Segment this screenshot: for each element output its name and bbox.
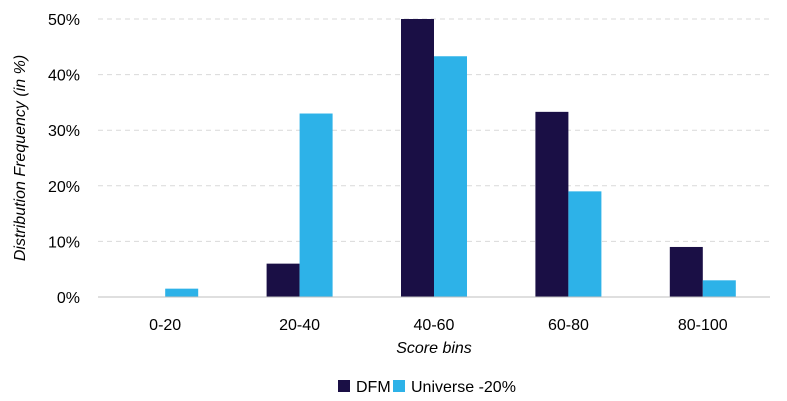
y-tick-label: 50% [48,12,80,29]
bars [165,19,736,298]
legend-label: DFM [356,379,391,396]
legend-swatch [338,380,350,392]
bar-dfm-40-60 [401,19,434,297]
bar-universe-20--20-40 [299,113,333,298]
x-axis-ticks: 0-20 20-40 40-60 60-80 80-100 [149,317,728,334]
x-tick-label: 20-40 [279,317,320,334]
bar-dfm-20-40 [266,263,300,297]
bar-universe-20--40-60 [434,56,467,297]
bar-universe-20--80-100 [702,280,736,297]
x-tick-label: 60-80 [548,317,589,334]
y-tick-label: 40% [48,68,80,85]
x-tick-label: 0-20 [149,317,181,334]
y-axis-title: Distribution Frequency (in %) [12,55,29,261]
x-tick-label: 80-100 [678,317,728,334]
x-tick-label: 40-60 [414,317,455,334]
legend-label: Universe -20% [411,379,516,396]
y-tick-label: 0% [57,290,80,307]
x-axis-title: Score bins [396,340,472,357]
legend-swatch [393,380,405,392]
y-tick-label: 10% [48,234,80,251]
y-tick-label: 30% [48,123,80,140]
bar-dfm-80-100 [669,246,703,297]
bar-dfm-60-80 [535,111,569,298]
y-axis-ticks: 0% 10% 20% 30% 40% 50% [48,12,80,307]
legend: DFM Universe -20% [338,379,516,396]
bar-universe-20--0-20 [165,288,199,297]
bar-universe-20--60-80 [568,191,602,297]
y-tick-label: 20% [48,179,80,196]
